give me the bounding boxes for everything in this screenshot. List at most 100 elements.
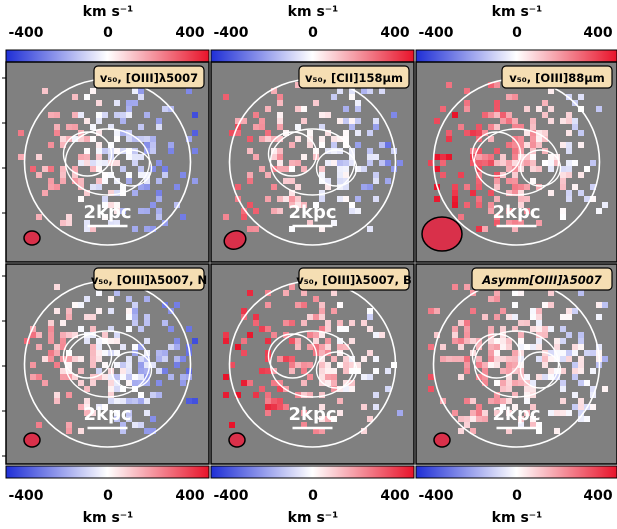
pixel <box>138 136 144 142</box>
pixel <box>452 284 458 290</box>
scalebar-label: 2kpc <box>288 202 336 223</box>
pixel <box>72 112 78 118</box>
pixel <box>470 428 476 434</box>
pixel <box>367 416 373 422</box>
pixel <box>343 106 349 112</box>
pixel <box>566 118 572 124</box>
pixel <box>48 184 54 190</box>
pixel <box>494 362 500 368</box>
pixel <box>319 332 325 338</box>
pixel <box>355 208 361 214</box>
pixel <box>506 94 512 100</box>
pixel <box>530 326 536 332</box>
pixel <box>518 142 524 148</box>
pixel <box>241 214 247 220</box>
pixel <box>132 344 138 350</box>
pixel <box>578 190 584 196</box>
pixel <box>138 88 144 94</box>
pixel <box>108 338 114 344</box>
colorbar-tick-label: -400 <box>213 25 248 41</box>
panel-frame <box>415 263 617 465</box>
pixel <box>277 166 283 172</box>
pixel <box>367 184 373 190</box>
pixel <box>452 196 458 202</box>
beam-ellipse <box>23 432 41 448</box>
pixel <box>331 148 337 154</box>
pixel <box>512 148 518 154</box>
pixel <box>596 106 602 112</box>
pixel <box>108 142 114 148</box>
pixel <box>108 124 114 130</box>
pixel <box>458 338 464 344</box>
pixel <box>349 160 355 166</box>
component-contour <box>267 333 318 379</box>
pixel <box>277 136 283 142</box>
pixel <box>36 422 42 428</box>
pixel <box>452 332 458 338</box>
pixel <box>518 196 524 202</box>
pixel <box>560 410 566 416</box>
pixel <box>596 344 602 350</box>
pixel <box>548 154 554 160</box>
pixel <box>307 362 313 368</box>
pixel <box>301 106 307 112</box>
pixel <box>168 142 174 148</box>
panel-overlay: 2kpc v₅₀, [OIII]λ5007 <box>5 61 210 263</box>
pixel <box>464 202 470 208</box>
pixel <box>174 202 180 208</box>
pixel <box>476 374 482 380</box>
pixel <box>506 314 512 320</box>
pixel <box>84 154 90 160</box>
beam-ellipse <box>433 432 451 448</box>
pixel <box>530 178 536 184</box>
pixel <box>361 166 367 172</box>
pixel <box>48 166 54 172</box>
pixel <box>132 88 138 94</box>
pixel <box>343 356 349 362</box>
pixel <box>162 172 168 178</box>
pixel <box>325 362 331 368</box>
pixel <box>277 118 283 124</box>
pixel <box>367 160 373 166</box>
pixel <box>126 380 132 386</box>
pixel <box>144 184 150 190</box>
pixel <box>150 148 156 154</box>
pixel <box>512 290 518 296</box>
pixel <box>458 374 464 380</box>
pixel <box>560 380 566 386</box>
pixel <box>132 374 138 380</box>
panel-overlay: 2kpc v₅₀, [CII]158μm <box>210 61 415 263</box>
panel-overlay: 2kpc Asymm[OIII]λ5007 <box>415 263 617 465</box>
pixel <box>524 130 530 136</box>
pixel <box>536 326 542 332</box>
pixel <box>536 142 542 148</box>
pixel <box>464 100 470 106</box>
pixel <box>60 178 66 184</box>
pixel <box>524 410 530 416</box>
pixel <box>343 326 349 332</box>
pixel <box>271 88 277 94</box>
pixel <box>283 290 289 296</box>
pixel <box>192 112 198 118</box>
pixel <box>560 178 566 184</box>
pixel <box>554 350 560 356</box>
pixel <box>114 362 120 368</box>
pixel <box>48 112 54 118</box>
pixel <box>343 368 349 374</box>
pixel <box>283 356 289 362</box>
pixel <box>108 220 114 226</box>
pixel <box>241 338 247 344</box>
pixel <box>470 308 476 314</box>
pixel <box>235 118 241 124</box>
pixel <box>494 290 500 296</box>
pixel <box>18 130 24 136</box>
pixel <box>572 362 578 368</box>
pixel <box>325 184 331 190</box>
pixel <box>494 196 500 202</box>
pixel <box>554 374 560 380</box>
pixel <box>102 214 108 220</box>
pixel <box>84 220 90 226</box>
pixel <box>126 136 132 142</box>
pixel <box>96 130 102 136</box>
pixel <box>223 392 229 398</box>
